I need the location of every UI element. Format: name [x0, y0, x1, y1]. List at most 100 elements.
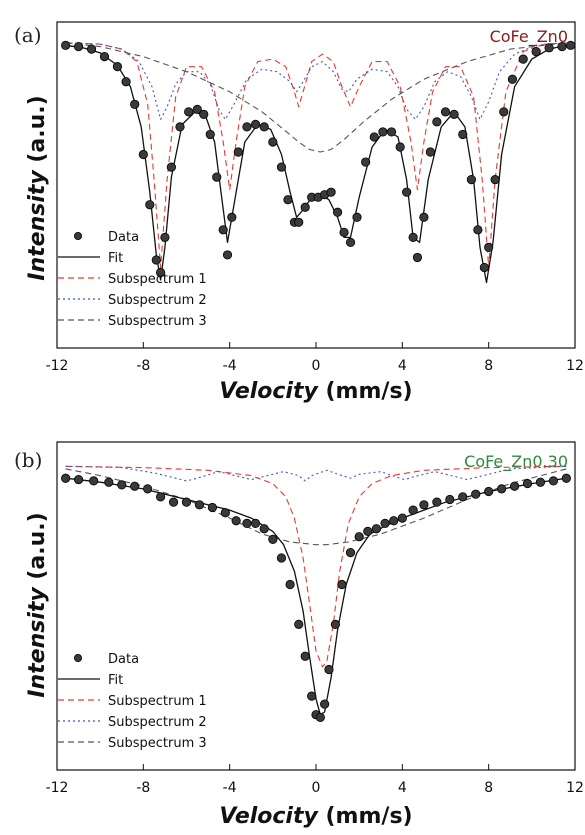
data-point: [73, 474, 84, 485]
x-tick-label: 0: [312, 358, 321, 374]
y-axis-title-italic: Intensity: [25, 586, 50, 698]
panel-label: (a): [14, 23, 42, 47]
x-tick-label: 4: [398, 358, 407, 374]
data-point: [166, 162, 176, 172]
data-point: [395, 142, 405, 152]
data-point: [354, 532, 364, 542]
data-point: [300, 651, 310, 661]
data-point: [104, 477, 114, 487]
legend-label: Subspectrum 1: [108, 694, 207, 709]
legend-marker: [74, 231, 83, 240]
x-ticks: -12 -8 -4 0 4 8 12: [46, 342, 584, 374]
subspectrum-3-line: [65, 468, 567, 546]
legend-label: Data: [108, 230, 139, 245]
data-point: [250, 119, 261, 129]
data-point: [268, 137, 278, 147]
data-point: [86, 44, 97, 54]
data-point: [363, 526, 373, 536]
data-point: [339, 227, 349, 237]
data-point: [337, 579, 347, 590]
data-point: [566, 40, 576, 50]
data-point: [380, 518, 390, 529]
data-point: [369, 132, 379, 142]
data-point: [345, 237, 356, 247]
data-point: [522, 478, 533, 489]
y-axis-title-italic: Intensity: [25, 169, 50, 281]
data-point: [402, 187, 412, 197]
data-point: [175, 122, 185, 132]
legend-symbol: [74, 231, 83, 240]
data-point: [352, 212, 362, 222]
data-point: [242, 518, 252, 529]
data-point: [233, 147, 243, 157]
data-point: [168, 497, 179, 507]
data-point: [276, 553, 287, 563]
data-point: [412, 252, 423, 263]
data-point: [181, 497, 192, 507]
data-point: [294, 217, 304, 227]
data-point: [143, 484, 153, 494]
data-point: [205, 129, 215, 140]
legend-label: Subspectrum 1: [108, 272, 207, 287]
legend-label: Data: [108, 652, 139, 667]
data-point: [227, 212, 237, 222]
series-layer: [61, 465, 571, 722]
data-point: [61, 40, 71, 50]
x-tick-label: -4: [223, 780, 237, 796]
subspectrum-2-line: [65, 42, 567, 120]
data-point: [518, 54, 528, 64]
legend-label: Fit: [108, 251, 123, 266]
x-tick-label: 8: [484, 780, 493, 796]
y-axis-title-unit: (a.u.): [25, 512, 50, 587]
fit-line: [65, 477, 567, 716]
y-axis-title: Intensity (a.u.): [25, 95, 50, 280]
data-point: [345, 548, 356, 558]
data-point: [432, 117, 442, 127]
data-point: [231, 516, 241, 526]
data-point: [130, 99, 140, 109]
data-point: [112, 62, 123, 72]
data-point: [419, 500, 429, 510]
data-point: [283, 195, 293, 205]
x-tick-label: 12: [566, 780, 584, 796]
x-tick-label: -12: [46, 780, 69, 796]
data-point: [449, 109, 459, 119]
data-point: [184, 107, 194, 117]
data-point: [89, 476, 99, 486]
data-point: [194, 500, 205, 510]
legend-label: Subspectrum 3: [108, 314, 207, 329]
data-point: [458, 492, 468, 502]
data-point: [408, 232, 418, 242]
data-point: [445, 494, 455, 505]
x-tick-label: -8: [136, 780, 150, 796]
data-point: [484, 486, 494, 497]
x-axis-title-italic: Velocity: [219, 804, 319, 829]
legend-marker: [74, 654, 83, 663]
data-point: [544, 43, 554, 53]
data-point: [99, 52, 110, 62]
data-point: [548, 476, 559, 486]
subspectrum-1-line: [65, 42, 567, 269]
data-points: [61, 40, 576, 278]
x-tick-label: 4: [398, 780, 407, 796]
data-point: [471, 489, 481, 499]
x-axis-title-unit: (mm/s): [318, 804, 413, 829]
data-point: [117, 480, 127, 490]
data-point: [326, 187, 336, 197]
data-point: [490, 175, 500, 185]
sample-label: CoFe_Zn0.30: [464, 452, 568, 472]
data-point: [192, 104, 202, 114]
data-point: [250, 518, 261, 529]
data-point: [557, 41, 567, 52]
data-point: [531, 47, 541, 57]
data-point: [386, 127, 397, 137]
data-point: [138, 149, 148, 160]
data-point: [425, 147, 435, 157]
x-tick-label: -4: [223, 358, 237, 374]
sample-label: CoFe_Zn0: [490, 27, 568, 47]
data-point: [499, 107, 509, 117]
x-tick-label: -12: [46, 358, 69, 374]
series-layer: [61, 40, 576, 284]
data-point: [473, 225, 483, 235]
